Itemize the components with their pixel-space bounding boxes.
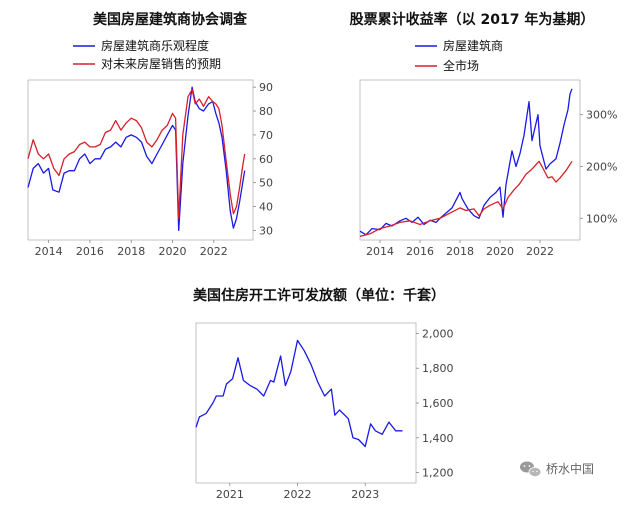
- chart2-y-axis: 100% 200% 300%: [580, 109, 617, 225]
- chart1-ytick-label: 50: [259, 177, 273, 190]
- chart1-ytick-label: 70: [259, 129, 273, 142]
- chart2-series: [359, 88, 573, 238]
- chart2-title: 股票累计收益率（以 2017 年为基期）: [350, 11, 595, 28]
- chart1-ytick-label: 40: [259, 201, 273, 214]
- chart3-title: 美国住房开工许可发放额（单位：千套）: [193, 287, 445, 304]
- chart1-series-1-line: [27, 88, 246, 220]
- chart2-ytick-label: 200%: [586, 160, 617, 173]
- chart3-y-axis: 1,200 1,400 1,600 1,800 2,000: [416, 327, 454, 480]
- chart1-xtick-label: 2022: [200, 245, 228, 258]
- chart1-ytick-label: 30: [259, 224, 273, 237]
- chart1-plot-area: [27, 79, 254, 241]
- chart2-xtick-label: 2022: [526, 245, 554, 258]
- chart1-title: 美国房屋建筑商协会调查: [93, 11, 248, 28]
- chart1-xtick-label: 2014: [35, 245, 63, 258]
- chart-stock-returns: 股票累计收益率（以 2017 年为基期） 房屋建筑商 全市场 2014 2016 2…: [350, 11, 618, 258]
- chart-homebuilder-survey: 美国房屋建筑商协会调查 房屋建筑商乐观程度 对未来房屋销售的预期 2014 201…: [27, 11, 273, 258]
- chart3-series-0-line: [195, 339, 403, 448]
- chart1-legend: 房屋建筑商乐观程度 对未来房屋销售的预期: [73, 38, 221, 71]
- watermark: 桥水中国: [520, 461, 594, 477]
- chart2-x-axis: 2014 2016 2018 2020 2022: [366, 240, 554, 258]
- chart1-y-axis: 30 40 50 60 70 80 90: [253, 81, 273, 237]
- chart2-series-1-line: [359, 160, 573, 238]
- chart1-xtick-label: 2020: [158, 245, 186, 258]
- chart3-ytick-label: 2,000: [422, 327, 454, 340]
- chart2-ytick-label: 100%: [586, 212, 617, 225]
- chart2-series-0-line: [359, 88, 573, 236]
- chart3-series: [195, 339, 403, 448]
- chart2-xtick-label: 2020: [486, 245, 514, 258]
- chart3-plot-area: [195, 322, 417, 484]
- chart3-xtick-label: 2021: [216, 488, 244, 501]
- chart2-xtick-label: 2018: [446, 245, 474, 258]
- chart2-ytick-label: 300%: [586, 109, 617, 122]
- chart3-xtick-label: 2022: [284, 488, 312, 501]
- chart2-legend-market: 全市场: [443, 58, 479, 73]
- chart1-series: [27, 86, 246, 232]
- wechat-icon: [520, 461, 542, 477]
- watermark-text: 桥水中国: [546, 461, 594, 476]
- chart1-ytick-label: 90: [259, 81, 273, 94]
- chart3-ytick-label: 1,400: [422, 432, 454, 445]
- chart2-legend-builders: 房屋建筑商: [443, 38, 503, 53]
- chart1-legend-expectations: 对未来房屋销售的预期: [101, 56, 221, 71]
- chart2-xtick-label: 2014: [366, 245, 394, 258]
- chart3-ytick-label: 1,600: [422, 397, 454, 410]
- chart1-xtick-label: 2016: [76, 245, 104, 258]
- chart3-x-axis: 2021 2022 2023: [216, 483, 379, 501]
- chart1-legend-optimism: 房屋建筑商乐观程度: [101, 38, 209, 53]
- chart2-xtick-label: 2016: [406, 245, 434, 258]
- chart3-xtick-label: 2023: [351, 488, 379, 501]
- chart1-ytick-label: 60: [259, 153, 273, 166]
- chart1-series-0-line: [27, 86, 246, 232]
- chart1-xtick-label: 2018: [117, 245, 145, 258]
- chart2-plot-area: [359, 79, 581, 241]
- chart3-ytick-label: 1,200: [422, 467, 454, 480]
- chart1-ytick-label: 80: [259, 105, 273, 118]
- chart2-legend: 房屋建筑商 全市场: [415, 38, 503, 73]
- chart1-x-axis: 2014 2016 2018 2020 2022: [35, 240, 228, 258]
- chart-housing-permits: 美国住房开工许可发放额（单位：千套） 2021 2022 2023 1,200 1,4…: [193, 287, 454, 501]
- chart3-ytick-label: 1,800: [422, 362, 454, 375]
